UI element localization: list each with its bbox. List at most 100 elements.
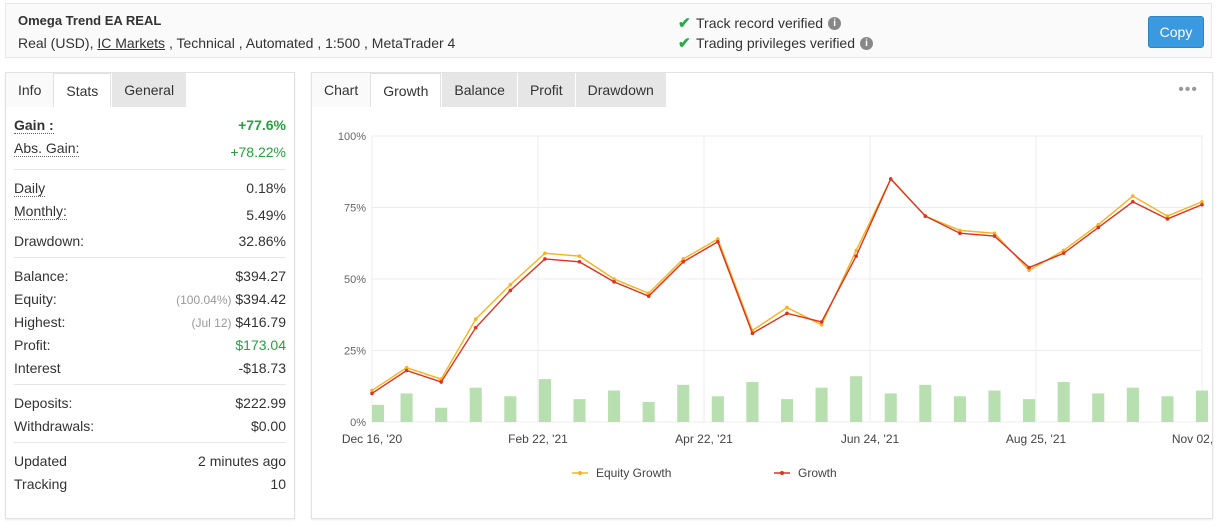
stat-updated: Updated 2 minutes ago <box>14 449 286 472</box>
stat-highest: Highest: (Jul 12) $416.79 <box>14 310 286 333</box>
data-point <box>543 257 547 261</box>
stat-value: $394.27 <box>235 268 286 284</box>
stat-label[interactable]: Daily <box>14 180 46 197</box>
data-point <box>473 317 478 321</box>
stat-value: (Jul 12) $416.79 <box>191 314 286 330</box>
activity-bar <box>1126 387 1139 422</box>
stats-panel: Info Stats General Gain : +77.6% Abs. Ga… <box>5 72 295 519</box>
growth-lines <box>370 177 1204 396</box>
track-record-label: Track record verified <box>696 15 824 31</box>
tab-growth[interactable]: Growth <box>370 73 442 107</box>
data-point <box>404 365 409 370</box>
x-tick-label: Aug 25, '21 <box>1006 432 1067 446</box>
stat-value: 10 <box>270 476 286 492</box>
activity-bar <box>538 379 551 422</box>
data-point <box>958 231 962 236</box>
stat-balance: Balance: $394.27 <box>14 264 286 287</box>
data-point <box>785 305 789 310</box>
activity-bar <box>815 387 828 422</box>
chart-legend: Equity Growth Growth <box>572 466 837 480</box>
x-tick-label: Feb 22, '21 <box>508 432 568 446</box>
highest-date: (Jul 12) <box>191 316 232 330</box>
info-icon[interactable]: i <box>828 16 842 30</box>
data-point <box>716 237 720 241</box>
activity-bar <box>504 396 517 422</box>
data-point <box>646 294 651 298</box>
data-point <box>543 251 547 256</box>
data-point <box>508 282 513 287</box>
stat-label[interactable]: Abs. Gain: <box>14 140 80 157</box>
tab-balance[interactable]: Balance <box>441 73 517 107</box>
data-point <box>716 240 720 244</box>
chart-tabs: Chart Growth Balance Profit Drawdown <box>312 73 666 107</box>
tab-chart[interactable]: Chart <box>312 73 371 107</box>
divider <box>14 257 286 258</box>
y-tick-label: 0% <box>350 417 366 429</box>
tab-drawdown[interactable]: Drawdown <box>574 73 666 107</box>
stat-withdrawals: Withdrawals: $0.00 <box>14 414 286 437</box>
data-point <box>854 254 858 258</box>
stats-rows: Gain : +77.6% Abs. Gain: +78.22% Daily 0… <box>14 107 286 495</box>
copy-button[interactable]: Copy <box>1148 16 1204 48</box>
data-point <box>1200 202 1204 207</box>
account-details: , Technical , Automated , 1:500 , MetaTr… <box>168 35 456 51</box>
stat-abs-gain: Abs. Gain: +78.22% <box>14 136 286 164</box>
stat-gain: Gain : +77.6% <box>14 113 286 136</box>
broker-link[interactable]: IC Markets <box>97 35 166 51</box>
data-point <box>992 234 997 238</box>
account-header: Omega Trend EA REAL Real (USD), IC Marke… <box>5 3 1212 58</box>
activity-bar <box>1057 381 1070 422</box>
data-point <box>508 288 513 293</box>
track-record-verified: ✔ Track record verified i <box>678 14 842 32</box>
data-point <box>1131 199 1135 204</box>
account-subtitle: Real (USD), IC Markets , Technical , Aut… <box>18 35 455 51</box>
equity-amount: $394.42 <box>235 291 286 307</box>
data-point <box>646 291 651 296</box>
data-point <box>958 228 962 233</box>
tab-info[interactable]: Info <box>6 73 54 107</box>
y-tick-label: 25% <box>344 346 366 358</box>
data-point <box>1096 225 1101 230</box>
stat-label[interactable]: Monthly: <box>14 203 67 220</box>
stat-label: Tracking <box>14 476 68 492</box>
stat-label: Interest <box>14 360 61 376</box>
x-tick-label: Nov 02, '21 <box>1172 432 1212 446</box>
data-point <box>473 325 478 330</box>
x-tick-label: Dec 16, '20 <box>342 432 403 446</box>
data-point <box>404 368 409 373</box>
activity-bar <box>608 390 621 422</box>
stat-label[interactable]: Gain : <box>14 117 54 134</box>
activity-bar <box>746 381 759 422</box>
activity-bar <box>1023 399 1036 422</box>
stat-deposits: Deposits: $222.99 <box>14 391 286 414</box>
activity-bar <box>1161 396 1174 422</box>
activity-bar <box>884 393 897 422</box>
data-point <box>888 177 893 181</box>
data-point <box>1131 194 1135 198</box>
activity-bar <box>435 407 448 422</box>
data-point <box>992 231 997 236</box>
check-icon: ✔ <box>678 35 691 52</box>
chart-menu-icon[interactable]: ••• <box>1178 81 1198 98</box>
tab-stats[interactable]: Stats <box>53 73 112 107</box>
data-point <box>577 254 582 258</box>
stat-value: 5.49% <box>246 207 286 223</box>
data-point <box>785 311 789 316</box>
data-point <box>854 248 858 253</box>
trading-privileges-label: Trading privileges verified <box>696 35 855 51</box>
stat-equity: Equity: (100.04%) $394.42 <box>14 287 286 310</box>
tab-profit[interactable]: Profit <box>516 73 575 107</box>
data-point <box>1061 251 1066 256</box>
divider <box>14 384 286 385</box>
activity-bar <box>953 396 966 422</box>
chart-grid <box>371 135 1203 423</box>
tab-general[interactable]: General <box>111 73 187 107</box>
activity-bar <box>711 396 724 422</box>
legend-label: Equity Growth <box>596 466 671 480</box>
chart-panel: Chart Growth Balance Profit Drawdown •••… <box>311 72 1213 519</box>
info-icon[interactable]: i <box>860 36 873 50</box>
data-point <box>750 331 755 336</box>
stat-value: $173.04 <box>235 337 286 353</box>
data-point <box>370 391 374 396</box>
y-tick-label: 75% <box>344 203 366 215</box>
